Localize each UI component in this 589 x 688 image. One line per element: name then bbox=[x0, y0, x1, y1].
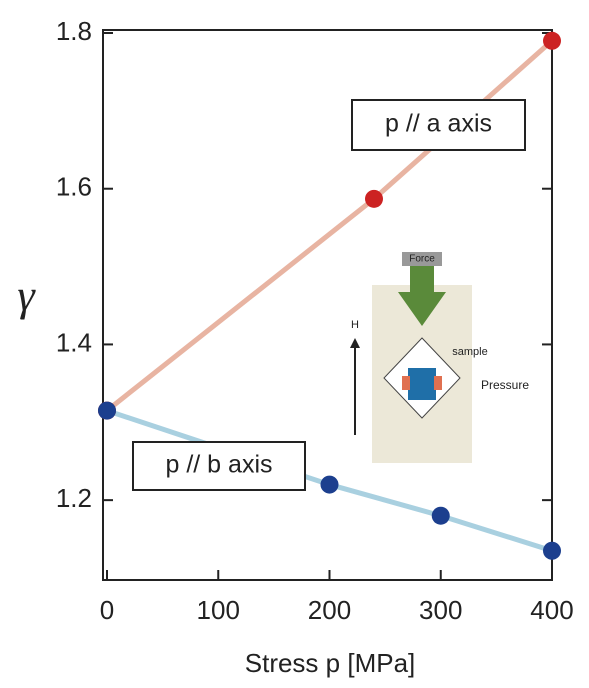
data-point bbox=[543, 541, 561, 560]
x-tick-label: 0 bbox=[100, 595, 114, 625]
inset: Force H sample Pressure bbox=[350, 252, 529, 463]
y-tick-label: 1.4 bbox=[56, 327, 92, 357]
inset-label: Pressure bbox=[481, 378, 529, 392]
force-box bbox=[402, 252, 442, 266]
series-label: p // b axis bbox=[166, 451, 273, 479]
x-tick-label: 300 bbox=[419, 595, 462, 625]
x-tick-label: 400 bbox=[530, 595, 573, 625]
y-axis-label: γ bbox=[17, 271, 36, 320]
pad bbox=[434, 376, 442, 390]
data-point bbox=[543, 31, 561, 50]
data-point bbox=[431, 506, 450, 525]
series-label: p // a axis bbox=[385, 110, 492, 138]
pad bbox=[402, 376, 410, 390]
inset-label: sample bbox=[452, 346, 487, 358]
data-point bbox=[98, 401, 116, 420]
inset-label: H bbox=[351, 319, 359, 331]
plot-frame bbox=[102, 29, 553, 581]
y-tick-label: 1.8 bbox=[56, 16, 92, 46]
y-tick-label: 1.2 bbox=[56, 483, 92, 513]
force-arrow bbox=[398, 266, 446, 326]
sample bbox=[408, 368, 436, 400]
data-point bbox=[365, 189, 383, 208]
data-point bbox=[320, 475, 339, 494]
series-label-box bbox=[132, 441, 306, 491]
x-tick-label: 100 bbox=[197, 595, 240, 625]
y-tick-label: 1.6 bbox=[56, 172, 92, 202]
x-tick-label: 200 bbox=[308, 595, 351, 625]
x-axis-label: Stress p [MPa] bbox=[245, 648, 416, 678]
inset-label: Force bbox=[409, 254, 435, 265]
series-label-box bbox=[351, 99, 526, 151]
h-arrow-head bbox=[350, 338, 360, 348]
